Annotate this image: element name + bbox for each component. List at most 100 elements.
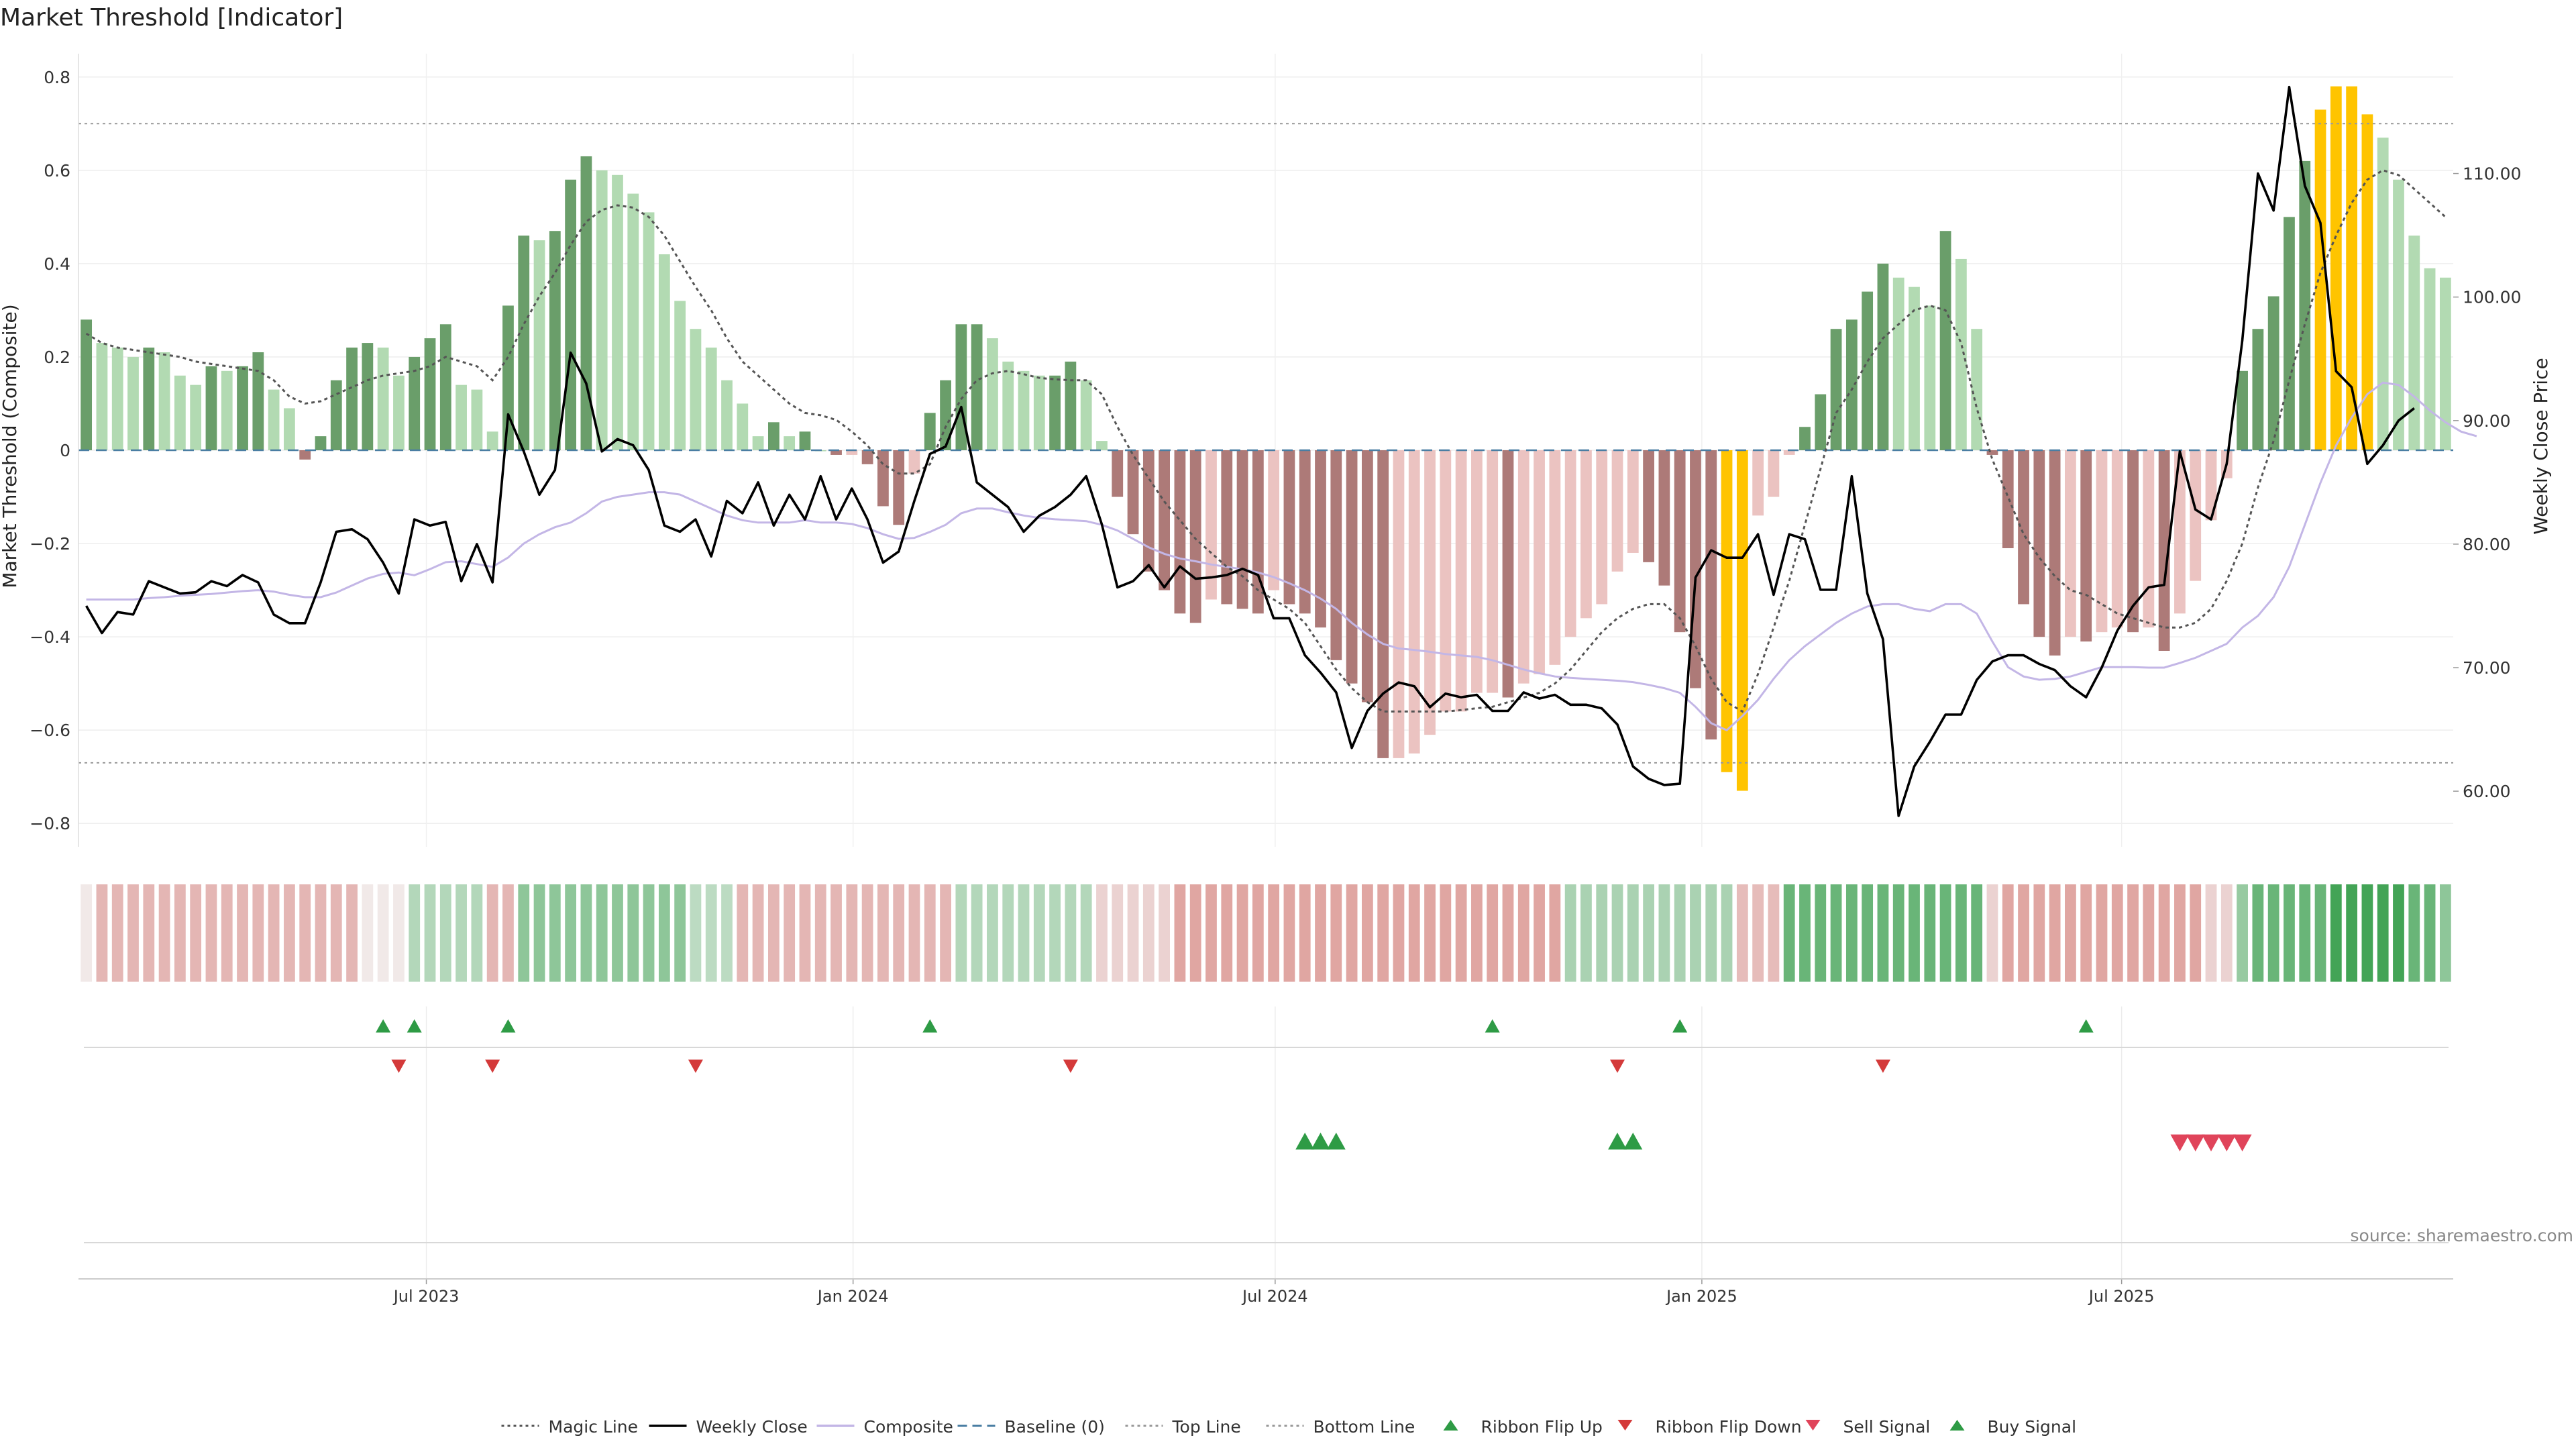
threshold-bar xyxy=(2049,450,2061,656)
ribbon-cell xyxy=(1534,884,1545,982)
ribbon-cell xyxy=(1658,884,1670,982)
threshold-bar xyxy=(1002,361,1014,450)
threshold-bar xyxy=(2237,370,2248,450)
threshold-bar xyxy=(2111,450,2123,628)
ribbon-cell xyxy=(971,884,983,982)
axes-layer: 0.8 0.6 0.4 0.2 0 −0.2 −0.4 −0.6 −0.8 110.00 100.0… xyxy=(30,54,2521,1306)
ribbon-cell xyxy=(284,884,295,982)
threshold-bar xyxy=(846,450,858,455)
ribbon-cell xyxy=(330,884,342,982)
x-tick-label: Jan 2024 xyxy=(816,1287,889,1306)
threshold-bar xyxy=(1361,450,1373,703)
ribbon-cell xyxy=(315,884,327,982)
ribbon-layer xyxy=(80,884,2451,982)
weekly-close-line xyxy=(85,85,2415,817)
threshold-bar xyxy=(111,348,123,450)
ribbon-cell xyxy=(393,884,405,982)
threshold-bar xyxy=(1205,450,1217,600)
ribbon-cell xyxy=(1127,884,1139,982)
threshold-bar xyxy=(1924,305,1936,450)
threshold-bar xyxy=(2158,450,2170,651)
ribbon-cell xyxy=(174,884,186,982)
ribbon-cell xyxy=(2377,884,2389,982)
source-label: source: sharemaestro.com xyxy=(2351,1226,2574,1245)
threshold-bar xyxy=(127,356,139,450)
legend-label: Bottom Line xyxy=(1313,1417,1415,1437)
threshold-bar xyxy=(2205,450,2217,521)
y-axis-label: Market Threshold (Composite) xyxy=(0,304,21,588)
ribbon-cell xyxy=(1939,884,1951,982)
threshold-bar xyxy=(971,324,983,450)
threshold-bar xyxy=(1845,319,1858,450)
legend-item: Ribbon Flip Up xyxy=(1443,1417,1603,1437)
buy-signal-marker xyxy=(1608,1133,1627,1150)
threshold-bar xyxy=(1955,258,1967,450)
threshold-bar xyxy=(2299,160,2311,450)
ribbon-cell xyxy=(1174,884,1186,982)
ribbon-cell xyxy=(549,884,561,982)
threshold-bar xyxy=(502,305,514,450)
y-tick-label: −0.4 xyxy=(30,627,70,647)
threshold-bar xyxy=(2424,268,2436,450)
threshold-bar xyxy=(1736,450,1748,791)
threshold-bar xyxy=(1877,263,1889,450)
legend: Magic Line Weekly Close Composite Baseline … xyxy=(501,1417,2076,1437)
ribbon-cell xyxy=(1440,884,1452,982)
threshold-bar xyxy=(1440,450,1452,712)
y-tick-label: 0.8 xyxy=(44,68,70,87)
threshold-bar xyxy=(221,370,233,450)
ribbon-cell xyxy=(1315,884,1326,982)
ribbon-cell xyxy=(814,884,826,982)
ribbon-flip-down-marker xyxy=(391,1059,407,1073)
ribbon-cell xyxy=(658,884,670,982)
ribbon-cell xyxy=(409,884,421,982)
ribbon-cell xyxy=(424,884,436,982)
threshold-bar xyxy=(1611,450,1623,572)
ribbon-flip-up-marker xyxy=(500,1019,516,1033)
threshold-bar xyxy=(1815,394,1827,450)
ribbon-cell xyxy=(486,884,498,982)
threshold-bar xyxy=(1892,277,1904,450)
threshold-bar xyxy=(2190,450,2202,581)
ribbon-cell xyxy=(940,884,951,982)
threshold-bar xyxy=(2174,450,2186,614)
ribbon-cell xyxy=(565,884,577,982)
threshold-bar xyxy=(612,174,623,450)
threshold-bar xyxy=(1705,450,1717,740)
threshold-bar xyxy=(1502,450,1514,698)
threshold-bar xyxy=(2080,450,2092,642)
legend-item: Top Line xyxy=(1125,1417,1241,1437)
ribbon-cell xyxy=(1845,884,1858,982)
ribbon-flip-down-marker xyxy=(1063,1059,1078,1073)
ribbon-cell xyxy=(799,884,811,982)
ribbon-cell xyxy=(1986,884,1998,982)
ribbon-cell xyxy=(346,884,358,982)
y2-tick-label: 90.00 xyxy=(2463,411,2511,431)
ribbon-cell xyxy=(2080,884,2092,982)
ribbon-cell xyxy=(1096,884,1108,982)
threshold-bar xyxy=(315,436,327,450)
ribbon-cell xyxy=(2205,884,2217,982)
threshold-bar xyxy=(1330,450,1342,660)
ribbon-cell xyxy=(1487,884,1499,982)
threshold-bar xyxy=(752,436,764,450)
threshold-bar xyxy=(2065,450,2076,637)
threshold-bar xyxy=(549,231,561,450)
threshold-bar xyxy=(2127,450,2139,633)
legend-swatch xyxy=(1805,1420,1821,1431)
ribbon-cell xyxy=(377,884,389,982)
threshold-bar xyxy=(1049,375,1061,450)
ribbon-cell xyxy=(2267,884,2279,982)
ribbon-flip-down-marker xyxy=(688,1059,703,1073)
ribbon-cell xyxy=(1690,884,1701,982)
threshold-bar xyxy=(346,348,358,450)
ribbon-cell xyxy=(1393,884,1405,982)
x-tick-label: Jul 2023 xyxy=(392,1287,460,1306)
ribbon-flip-down-marker xyxy=(1610,1059,1625,1073)
ribbon-cell xyxy=(643,884,655,982)
ribbon-cell xyxy=(2049,884,2061,982)
buy-signal-marker xyxy=(1295,1133,1315,1150)
ribbon-cell xyxy=(221,884,233,982)
ribbon-cell xyxy=(1877,884,1889,982)
ribbon-cell xyxy=(1018,884,1030,982)
